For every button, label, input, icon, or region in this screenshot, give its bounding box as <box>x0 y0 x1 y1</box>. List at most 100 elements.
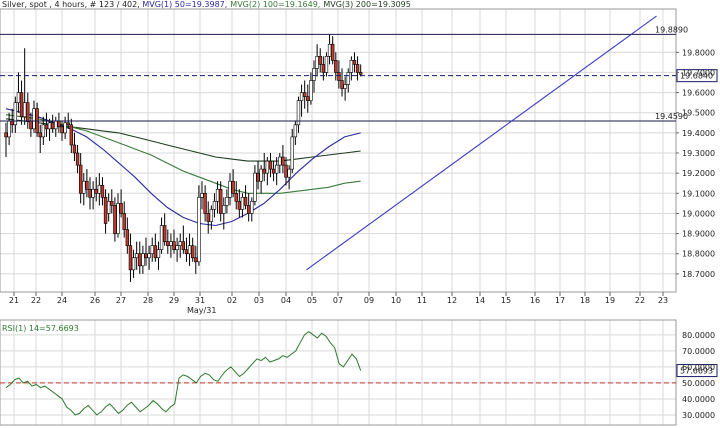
candle-body <box>324 56 329 73</box>
candle-body <box>318 56 322 65</box>
candle <box>203 185 207 222</box>
candle-body <box>262 168 266 174</box>
candle <box>125 217 130 254</box>
candle <box>274 157 279 186</box>
candle <box>169 233 173 258</box>
time-tick-label: 24 <box>57 296 67 305</box>
candle-body <box>32 108 36 130</box>
candle-body <box>334 60 338 73</box>
price-tick-label: 19.4000 <box>682 129 715 138</box>
rsi-value-box <box>676 364 718 378</box>
candle-body <box>253 172 257 202</box>
candle-body <box>240 197 245 210</box>
candle-body <box>225 197 229 206</box>
candle-body <box>141 253 145 267</box>
candle <box>259 165 263 194</box>
x-sub-label: May/31 <box>187 306 216 315</box>
candle-body <box>302 92 307 97</box>
rsi-title: RSI(1) 14=57.6693 <box>2 324 79 333</box>
candle-body <box>228 180 232 198</box>
candle-body <box>330 43 335 61</box>
time-tick-label: 28 <box>143 296 153 305</box>
time-tick-label: 21 <box>9 296 19 305</box>
level-label: 19.8890 <box>655 25 688 34</box>
candle-body <box>72 144 77 154</box>
candle <box>106 193 111 222</box>
candle <box>131 249 136 278</box>
level-label: 19.4590 <box>655 112 688 121</box>
candle-body <box>57 120 61 128</box>
time-tick-label: 03 <box>254 296 264 305</box>
candle <box>47 118 52 141</box>
price-tick-label: 19.3000 <box>682 149 715 158</box>
candle-body <box>122 213 126 230</box>
candle <box>54 116 58 137</box>
time-tick-label: 07 <box>333 296 343 305</box>
candle <box>50 114 55 133</box>
candlesticks <box>4 34 363 282</box>
price-tick-label: 19.0000 <box>682 209 715 218</box>
candle <box>91 181 95 210</box>
time-tick-label: 09 <box>364 296 374 305</box>
time-tick-label: 17 <box>555 296 565 305</box>
candle <box>138 241 142 274</box>
candle <box>194 245 198 274</box>
candle <box>63 116 67 139</box>
candle <box>228 173 232 206</box>
candle-body <box>26 102 30 122</box>
candle-body <box>256 172 260 182</box>
time-tick-label: 10 <box>391 296 401 305</box>
candle-body <box>271 168 276 174</box>
price-tick-label: 19.1000 <box>682 189 715 198</box>
candle-body <box>197 197 201 263</box>
rsi-line <box>5 330 362 416</box>
candle <box>253 165 257 206</box>
price-tick-label: 18.8000 <box>682 250 715 259</box>
candle <box>334 52 338 81</box>
candle-body <box>66 122 70 126</box>
candle-body <box>306 96 310 101</box>
candle-body <box>166 241 170 246</box>
candle <box>119 189 123 218</box>
candle <box>222 197 226 230</box>
time-tick-label: 04 <box>281 296 291 305</box>
time-tick-label: 11 <box>417 296 427 305</box>
header-main: Silver, spot , 4 hours, # 123 / 402, <box>2 0 142 9</box>
candle <box>271 161 276 182</box>
candle <box>22 48 27 125</box>
rsi-axis: 80.0000 70.0000 60.0000 50.0000 40.0000 30.00… <box>682 331 715 420</box>
candle-body <box>215 188 220 202</box>
candle <box>355 56 360 81</box>
candle-body <box>47 122 52 130</box>
time-tick-label: 12 <box>447 296 457 305</box>
candle <box>330 36 335 65</box>
candle <box>156 241 161 270</box>
candle <box>352 52 357 73</box>
candle <box>243 185 248 210</box>
candle-body <box>29 120 33 130</box>
candle <box>38 124 42 154</box>
candle <box>94 177 98 202</box>
candle-body <box>358 72 363 75</box>
candle <box>113 197 117 242</box>
price-tick-label: 19.6000 <box>682 89 715 98</box>
candle-body <box>144 253 148 259</box>
candle-body <box>13 102 18 126</box>
candle-body <box>259 168 263 182</box>
time-tick-label: 05 <box>307 296 317 305</box>
candle-body <box>128 245 133 271</box>
candle <box>349 56 354 81</box>
time-tick-label: 23 <box>658 296 668 305</box>
candle <box>172 229 176 254</box>
candle <box>250 197 254 222</box>
rsi-grid <box>0 320 676 425</box>
horizontal-levels: 19.8890 19.4590 19.6840 <box>0 25 718 122</box>
candle-body <box>22 102 27 118</box>
rsi-tick-label: 70.0000 <box>682 347 715 356</box>
price-tick-label: 19.2000 <box>682 169 715 178</box>
candle-body <box>321 64 326 73</box>
candle-body <box>184 249 189 255</box>
candle <box>215 181 220 214</box>
candle-body <box>116 203 120 234</box>
candle <box>60 120 64 141</box>
